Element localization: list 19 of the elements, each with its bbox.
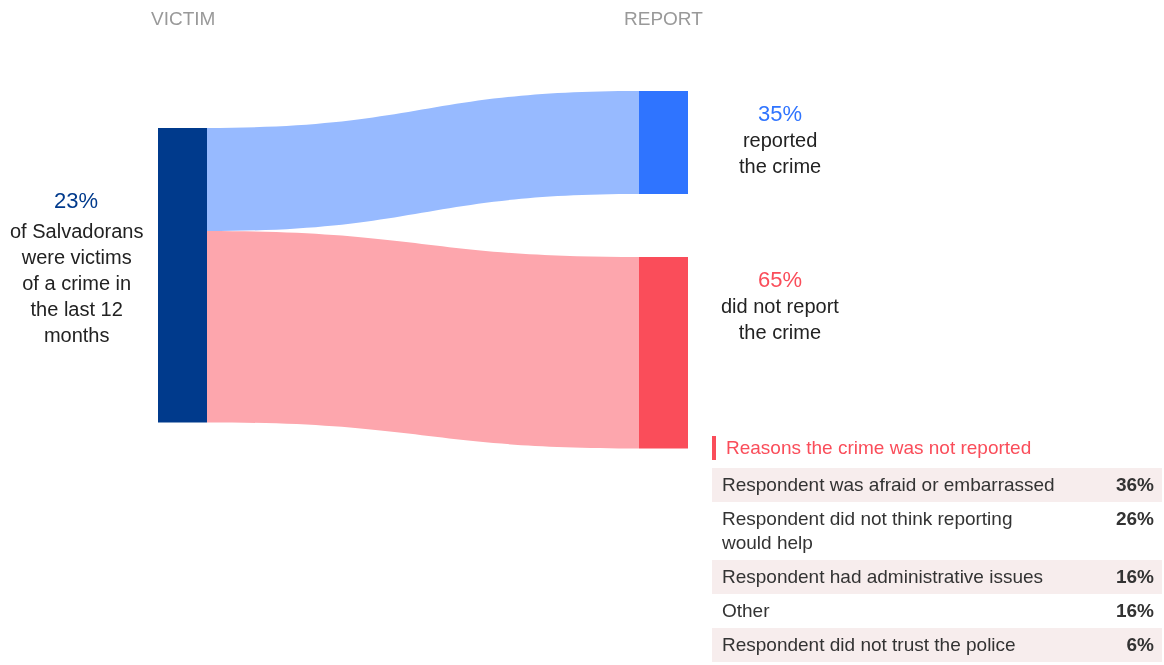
data-label: 26% — [1115, 507, 1154, 531]
data-label: 23% — [54, 188, 99, 213]
category-label: Other — [722, 599, 770, 623]
text: VICTIM — [151, 8, 216, 29]
data-label: 35% — [758, 101, 803, 126]
category-label: reported the crime — [739, 129, 822, 177]
text: Reasons the crime was not reported — [712, 436, 1162, 460]
category-label: Respondent did not think reporting would help — [722, 507, 1014, 555]
category-label: Respondent was afraid or embarrassed — [722, 473, 1055, 497]
data-label: 16% — [1115, 565, 1154, 589]
text: REPORT — [624, 8, 704, 29]
category-label: did not report the crime — [721, 295, 840, 343]
data-label: 36% — [1115, 473, 1154, 497]
data-label: 16% — [1115, 599, 1154, 623]
category-label: Respondent did not trust the police — [722, 633, 1016, 657]
category-label: Respondent had administrative issues — [722, 565, 1044, 589]
category-label: of Salvadorans were victims of a crime in the last 12 months — [10, 220, 144, 346]
data-label: 6% — [1126, 633, 1154, 657]
data-label: 65% — [758, 267, 803, 292]
